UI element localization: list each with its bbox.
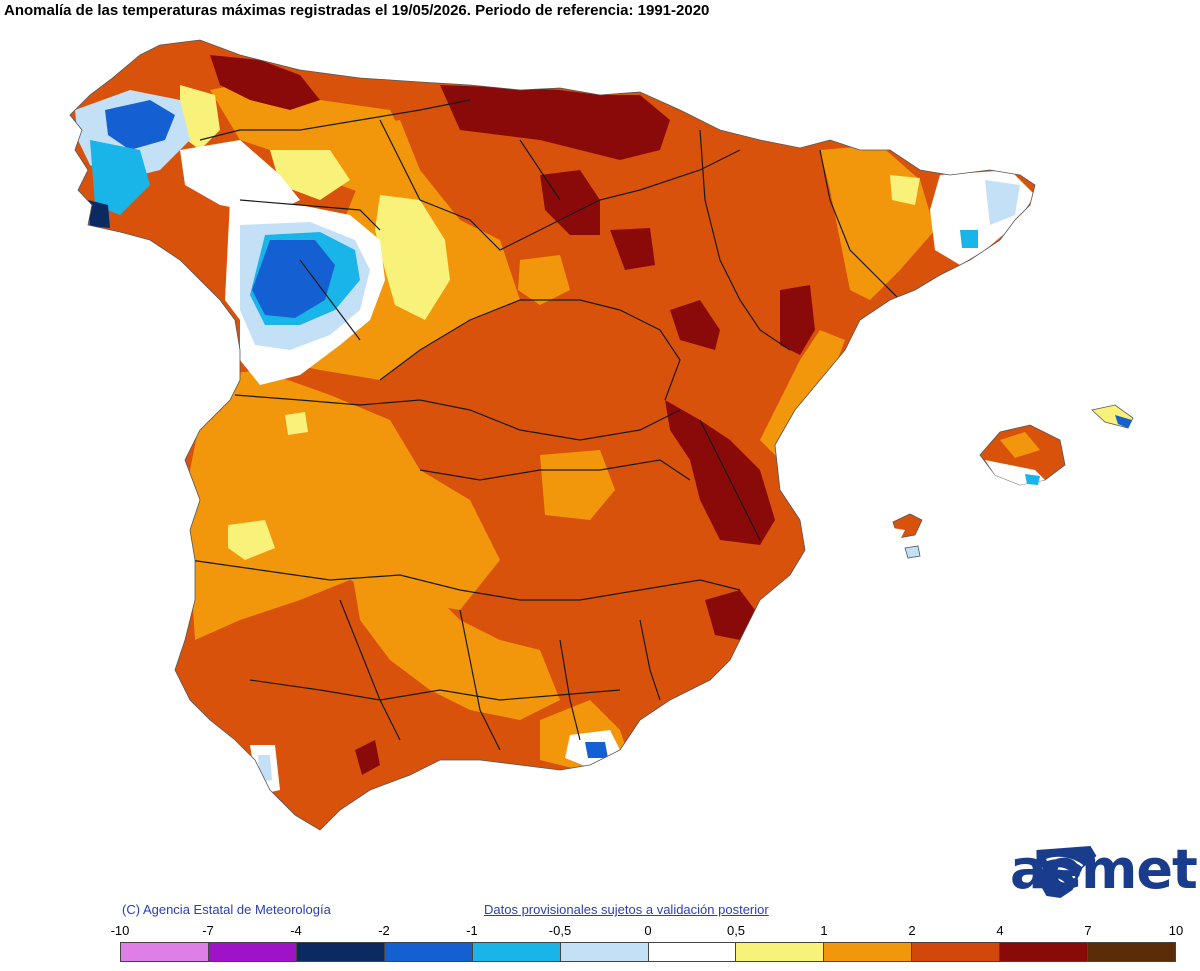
zone-yellow-galicia (180, 85, 220, 150)
balearic-islands (892, 404, 1134, 559)
legend-swatch (736, 943, 825, 961)
legend-tick-label: 10 (1168, 923, 1184, 938)
zone-yellow-leon (375, 195, 450, 320)
zone-blue-almeria (585, 742, 608, 758)
zone-blue-galicia (105, 100, 175, 150)
zone-yellow-cc1 (285, 412, 308, 435)
zone-darkred-north (440, 85, 670, 160)
map-title: Anomalía de las temperaturas máximas reg… (4, 2, 710, 19)
legend-swatch (472, 943, 561, 961)
zone-white-galicia (180, 140, 300, 215)
temperature-anomaly-map (69, 39, 1134, 831)
legend-swatch (208, 943, 297, 961)
provisional-data-link[interactable]: Datos provisionales sujetos a validación… (484, 902, 769, 917)
zone-darkred-rioja (540, 170, 600, 235)
zone-orange-center2 (540, 450, 615, 520)
zone-darkred-iberica (610, 228, 655, 270)
legend-swatch (912, 943, 1001, 961)
legend-tick-label: 1 (820, 923, 828, 938)
zone-cyan-catalonia (960, 230, 978, 248)
zone-darkred-valencia (665, 400, 775, 545)
legend-swatch (824, 943, 913, 961)
zone-darkred-nw (210, 55, 320, 110)
aemet-logo-icon (1036, 846, 1097, 898)
legend-swatch (1000, 943, 1089, 961)
zone-orange-cantabria (330, 120, 420, 200)
zone-darkred-aragon (670, 300, 720, 350)
mallorca-coast-blue (1025, 474, 1040, 485)
legend-tick-label: 7 (1084, 923, 1092, 938)
formentera (904, 545, 921, 559)
zone-darkred-castellon (780, 285, 815, 355)
zone-orange-east-coast (760, 330, 845, 460)
ibiza-white (892, 528, 905, 540)
zone-orange-south (350, 560, 560, 720)
zone-darkred-andalucia (355, 740, 380, 775)
zone-lightblue-catalonia (985, 180, 1020, 225)
region-borders (189, 99, 901, 751)
legend-tick-labels: -10 -7 -4 -2 -1 -0,5 0 0,5 1 2 4 7 10 (0, 923, 1200, 941)
zone-cyan-galicia (90, 140, 150, 215)
zone-blue-leon (252, 240, 335, 318)
zone-darkred-murcia (705, 590, 755, 640)
zone-lightblue-cadiz (258, 755, 272, 782)
legend-tick-label: -0,5 (548, 923, 572, 938)
zone-yellow-extremadura (228, 520, 275, 560)
peninsula-coastline (69, 39, 1036, 831)
legend-tick-label: -7 (202, 923, 214, 938)
legend-tick-label: 2 (908, 923, 916, 938)
zone-navy-galicia (88, 200, 110, 228)
zone-yellow-ne (890, 175, 920, 205)
legend-tick-label: 0,5 (726, 923, 746, 938)
copyright-notice: (C) Agencia Estatal de Meteorología (122, 902, 331, 917)
legend-tick-label: -1 (466, 923, 478, 938)
mallorca-orange (1000, 432, 1040, 458)
zone-orange-west (180, 370, 500, 640)
legend-swatch (384, 943, 473, 961)
legend-swatch (296, 943, 385, 961)
legend-tick-label: -4 (290, 923, 302, 938)
legend-swatch (648, 943, 737, 961)
legend-swatch (1088, 943, 1176, 961)
zone-white-catalonia (930, 170, 1035, 265)
legend-tick-label: -2 (378, 923, 390, 938)
legend-tick-label: -10 (110, 923, 130, 938)
aemet-logo-text: aemet (1010, 838, 1198, 901)
legend-swatch (121, 943, 209, 961)
legend-swatch (560, 943, 649, 961)
zone-orange-center (518, 255, 570, 305)
legend-tick-label: 0 (644, 923, 652, 938)
color-legend (120, 942, 1176, 962)
menorca-blue (1115, 415, 1132, 428)
legend-tick-label: 4 (996, 923, 1004, 938)
